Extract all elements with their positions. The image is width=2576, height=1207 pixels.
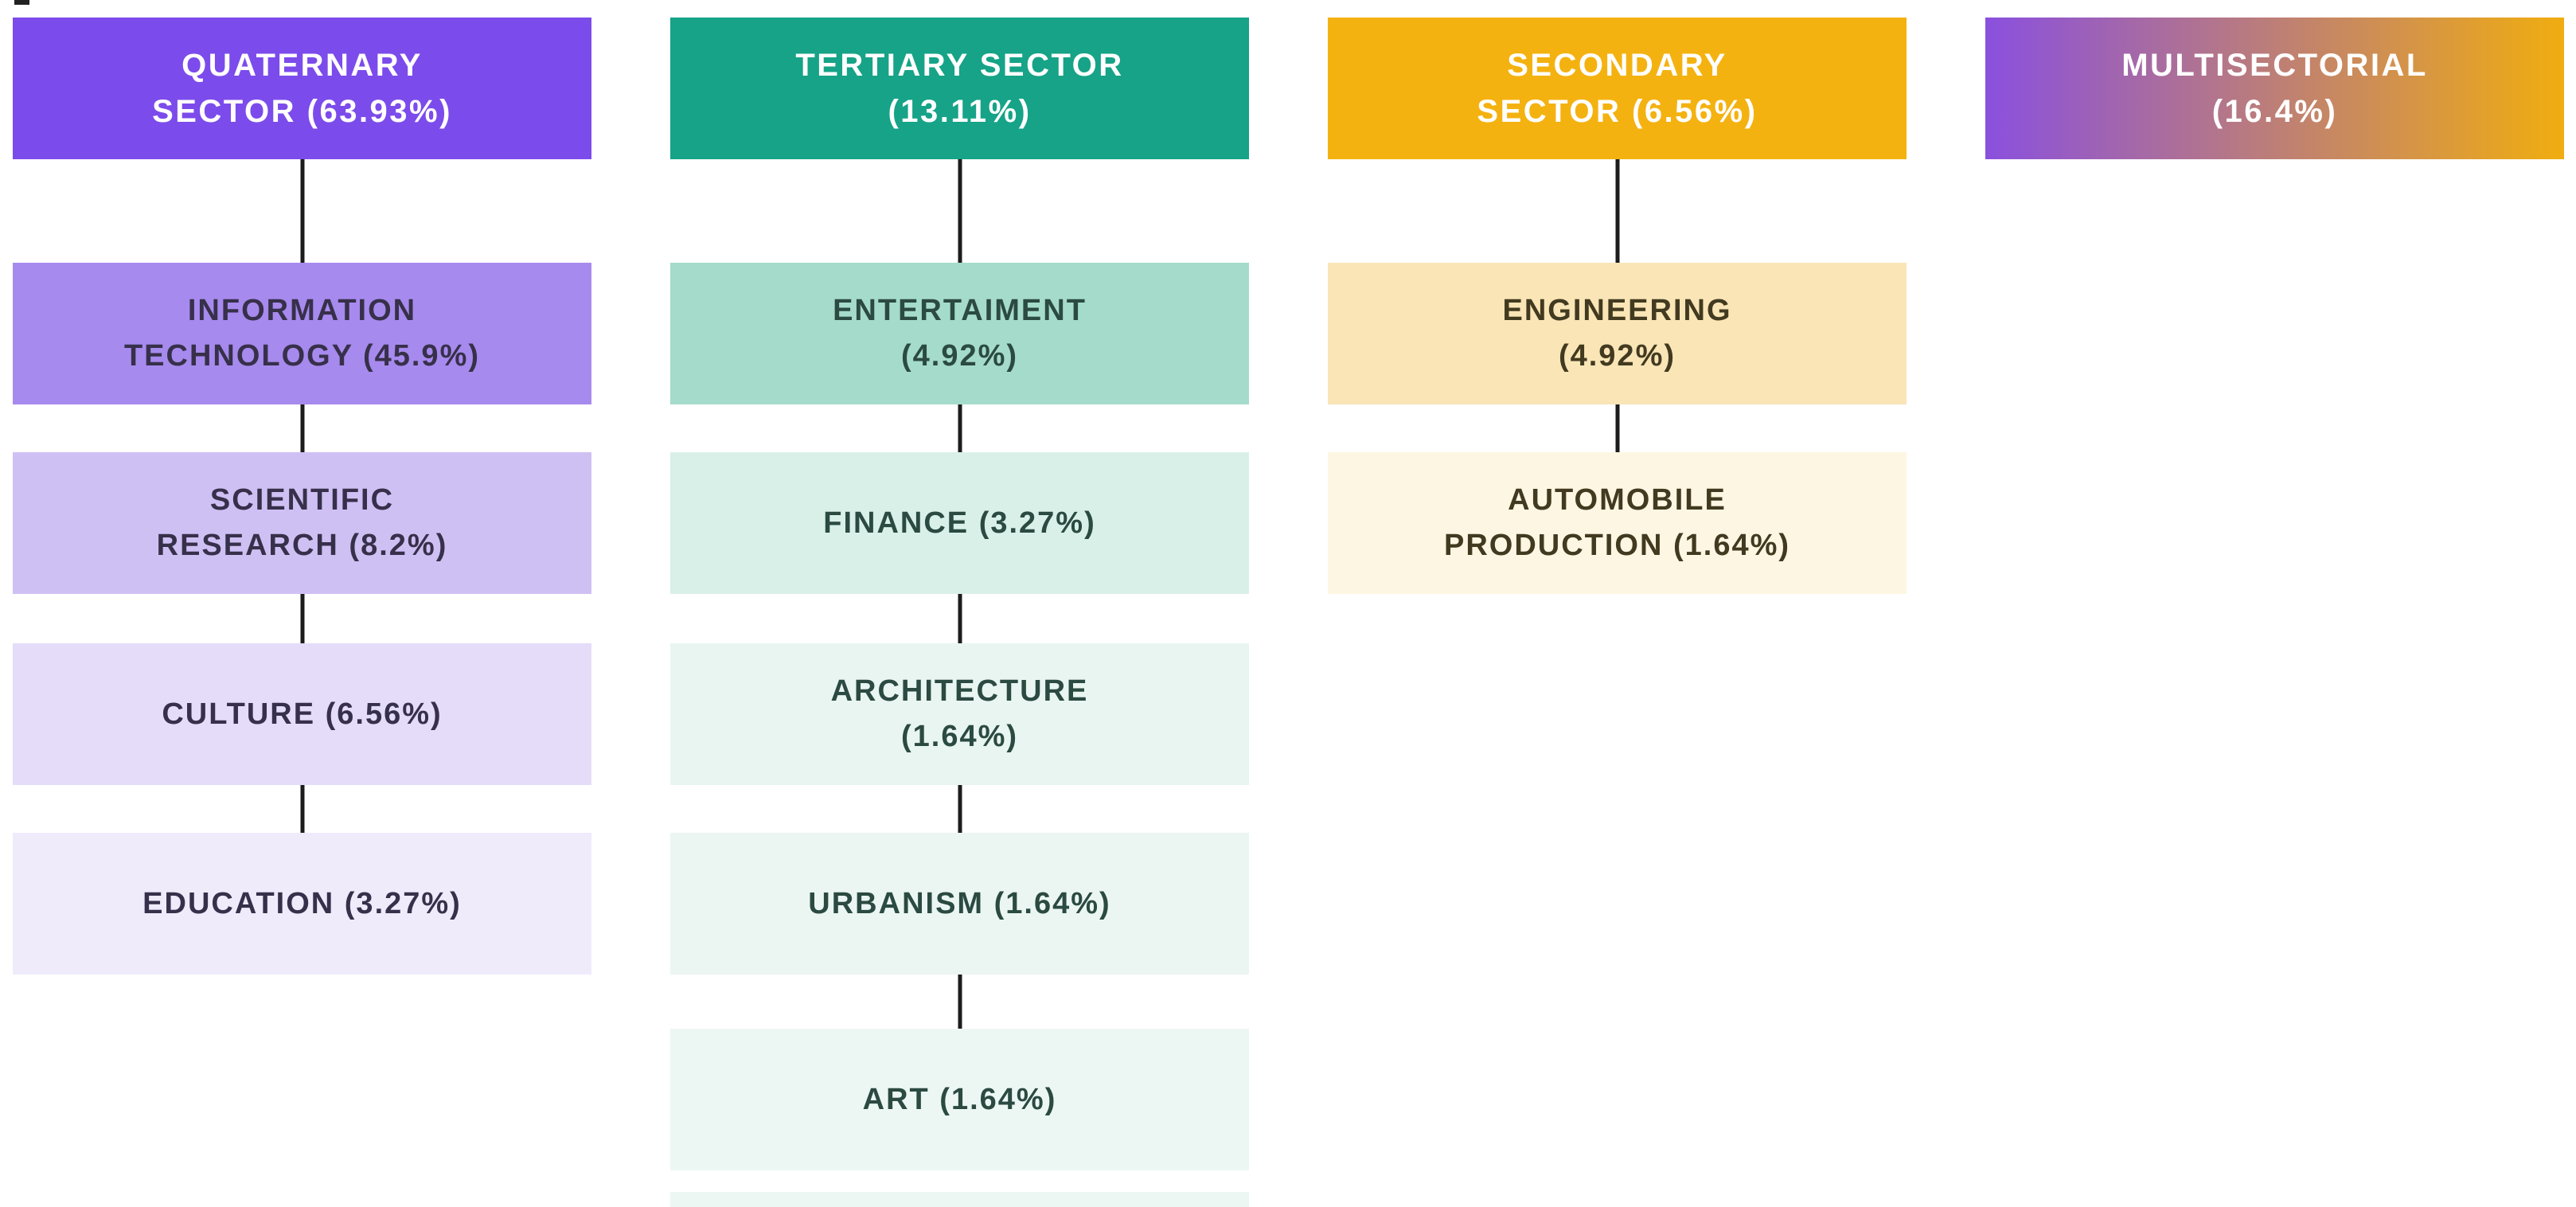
node-education: EDUCATION (3.27%)	[13, 833, 591, 975]
connector-line	[958, 404, 962, 452]
node-engineering: ENGINEERING (4.92%)	[1328, 263, 1907, 404]
node-information-technology: INFORMATION TECHNOLOGY (45.9%)	[13, 263, 591, 404]
node-tertiary-sector: TERTIARY SECTOR (13.11%)	[670, 18, 1249, 159]
connector-line	[300, 785, 304, 833]
connector-line	[300, 404, 304, 452]
connector-line	[1615, 404, 1619, 452]
node-art: ART (1.64%)	[670, 1029, 1249, 1170]
node-entertaiment: ENTERTAIMENT (4.92%)	[670, 263, 1249, 404]
node-automobile-production: AUTOMOBILE PRODUCTION (1.64%)	[1328, 452, 1907, 594]
node-culture: CULTURE (6.56%)	[13, 643, 591, 785]
column-secondary-sector: SECONDARY SECTOR (6.56%) ENGINEERING (4.…	[1328, 0, 1907, 1207]
node-scientific-research: SCIENTIFIC RESEARCH (8.2%)	[13, 452, 591, 594]
node-multisectorial: MULTISECTORIAL (16.4%)	[1985, 18, 2564, 159]
node-urbanism: URBANISM (1.64%)	[670, 833, 1249, 975]
connector-line	[958, 594, 962, 643]
connector-line	[958, 785, 962, 833]
connector-line	[958, 159, 962, 263]
column-multisectorial: MULTISECTORIAL (16.4%)	[1985, 0, 2564, 1207]
node-architecture: ARCHITECTURE (1.64%)	[670, 643, 1249, 785]
connector-line	[958, 975, 962, 1029]
column-quaternary-sector: QUATERNARY SECTOR (63.93%) INFORMATION T…	[13, 0, 591, 1207]
connector-line	[300, 594, 304, 643]
node-finance: FINANCE (3.27%)	[670, 452, 1249, 594]
connector-line	[1615, 159, 1619, 263]
node-quaternary-sector: QUATERNARY SECTOR (63.93%)	[13, 18, 591, 159]
connector-line	[300, 159, 304, 263]
column-tertiary-sector: TERTIARY SECTOR (13.11%) ENTERTAIMENT (4…	[670, 0, 1249, 1207]
partial-node-cutoff	[670, 1192, 1249, 1207]
cropped-connector-stub	[14, 0, 29, 5]
node-secondary-sector: SECONDARY SECTOR (6.56%)	[1328, 18, 1907, 159]
